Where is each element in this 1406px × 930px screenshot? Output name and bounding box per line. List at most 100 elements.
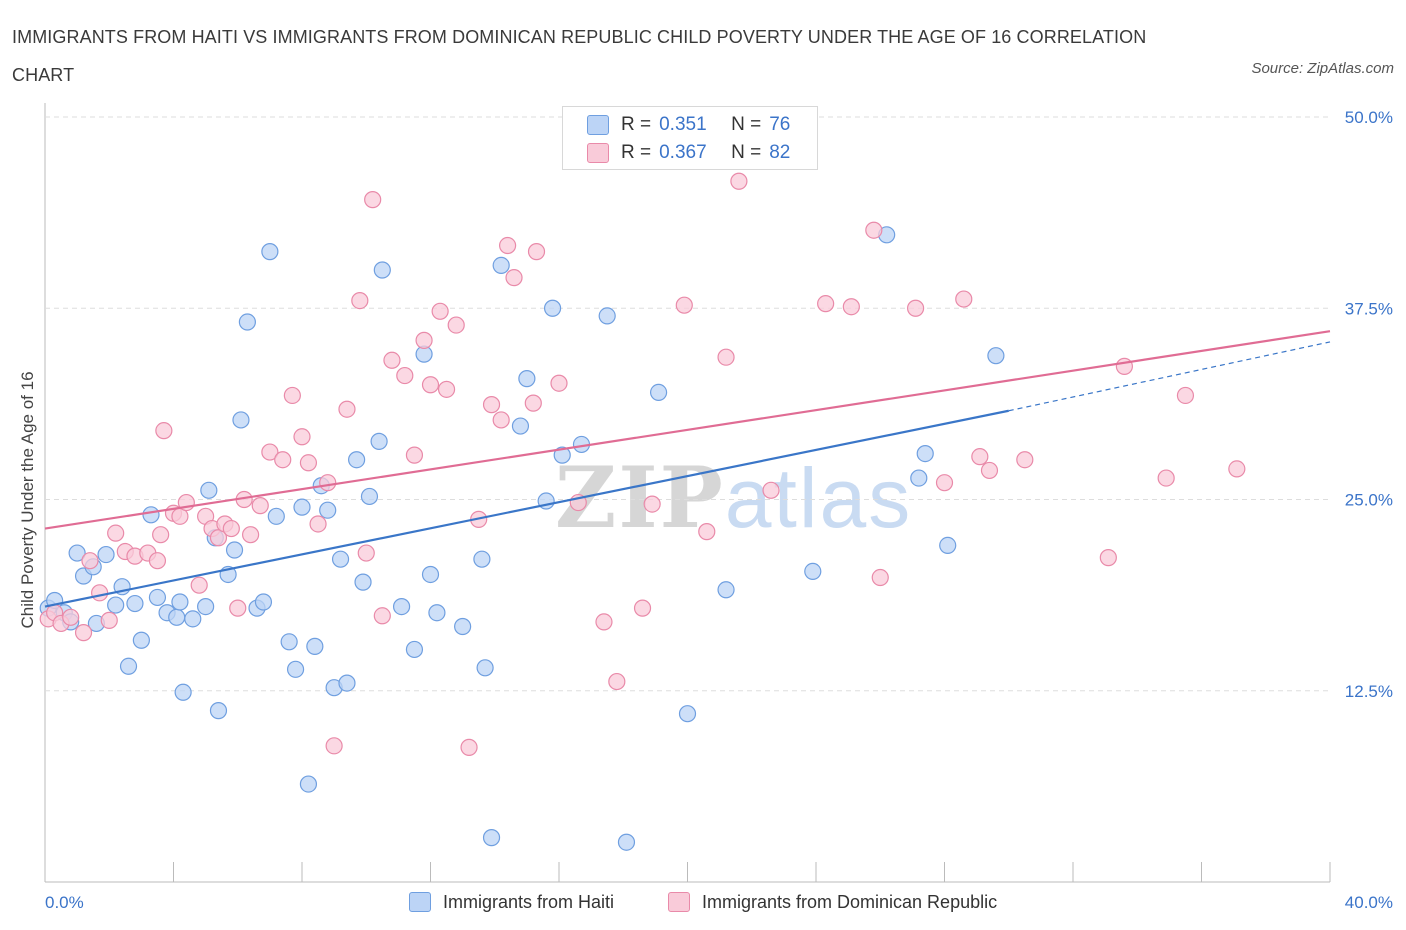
point-haiti	[543, 299, 562, 317]
point-haiti	[238, 313, 256, 331]
point-dominican	[1176, 386, 1195, 405]
legend-n-label: N =	[731, 142, 762, 163]
point-haiti	[518, 370, 536, 388]
point-dominican	[351, 292, 369, 310]
point-haiti	[225, 541, 244, 559]
point-dominican	[906, 299, 925, 317]
point-dominican	[74, 624, 93, 642]
point-haiti	[910, 469, 928, 487]
point-haiti	[598, 307, 616, 325]
point-dominican	[935, 474, 954, 492]
point-dominican	[460, 738, 478, 756]
point-dominican	[482, 396, 501, 414]
point-dominican	[222, 519, 240, 538]
legend-n-label: N =	[731, 114, 762, 135]
point-haiti	[148, 588, 167, 607]
point-dominican	[107, 524, 125, 542]
legend-row-haiti: R = 0.351 N = 76	[587, 112, 790, 138]
point-dominican	[81, 552, 99, 570]
trend-line-haiti	[44, 409, 1009, 608]
x-tick-label: 0.0%	[45, 893, 84, 912]
bottom-legend-dominican: Immigrants from Dominican Republic	[668, 889, 997, 915]
point-haiti	[254, 593, 273, 611]
point-dominican	[1157, 469, 1175, 487]
point-haiti	[476, 659, 494, 677]
point-haiti	[373, 261, 391, 279]
point-dominican	[955, 290, 973, 308]
point-dominican	[100, 611, 118, 629]
point-dominican	[762, 481, 780, 499]
point-dominican	[865, 221, 883, 239]
point-haiti	[717, 581, 735, 599]
point-haiti	[331, 550, 350, 568]
point-dominican	[152, 526, 170, 544]
point-dominican	[1099, 549, 1117, 567]
point-haiti	[454, 617, 472, 636]
legend-n-value: 82	[769, 142, 791, 163]
point-haiti	[804, 562, 822, 581]
point-dominican	[190, 576, 208, 594]
y-tick-label: 50.0%	[1345, 108, 1393, 127]
bottom-legend-haiti: Immigrants from Haiti	[409, 889, 614, 915]
point-dominican	[396, 366, 414, 385]
point-haiti	[338, 674, 356, 692]
legend-r-label: R =	[621, 142, 652, 163]
legend-r-value: 0.367	[659, 142, 707, 163]
point-dominican	[499, 236, 517, 255]
point-haiti	[678, 705, 697, 723]
watermark-atlas: atlas	[724, 451, 913, 545]
point-dominican	[209, 529, 228, 547]
x-tick-label: 40.0%	[1345, 893, 1393, 912]
point-dominican	[1228, 460, 1246, 478]
point-dominican	[338, 400, 356, 418]
point-haiti	[261, 243, 279, 261]
stats-legend: R = 0.351 N = 76 R = 0.367 N = 82	[562, 106, 818, 170]
point-haiti	[132, 631, 150, 649]
point-haiti	[348, 451, 366, 469]
point-dominican	[717, 348, 735, 366]
point-dominican	[251, 497, 269, 515]
point-dominican	[730, 172, 748, 190]
point-haiti	[360, 487, 379, 506]
point-dominican	[550, 374, 568, 392]
point-dominican	[505, 269, 523, 287]
point-haiti	[511, 417, 530, 435]
point-haiti	[107, 596, 125, 614]
point-dominican	[261, 443, 279, 461]
trend-line-dominican	[44, 330, 1331, 530]
point-haiti	[197, 597, 215, 616]
point-haiti	[492, 256, 510, 275]
point-haiti	[392, 597, 411, 616]
legend-swatch-dominican	[587, 143, 609, 163]
point-dominican	[91, 584, 109, 602]
point-haiti	[649, 383, 668, 401]
point-dominican	[299, 454, 318, 472]
point-dominican	[283, 386, 301, 405]
point-dominican	[415, 331, 433, 349]
point-dominican	[309, 515, 327, 533]
point-haiti	[280, 633, 298, 651]
point-haiti	[68, 544, 86, 562]
legend-r-value: 0.351	[659, 114, 707, 135]
y-tick-label: 37.5%	[1345, 299, 1393, 318]
point-dominican	[293, 428, 311, 446]
point-dominican	[842, 298, 860, 316]
bottom-legend-label-dominican: Immigrants from Dominican Republic	[702, 891, 998, 912]
source-label: Source: ZipAtlas.com	[1251, 60, 1394, 77]
point-dominican	[698, 523, 716, 541]
point-haiti	[939, 536, 957, 555]
trend-line-haiti-dashed	[1008, 341, 1331, 412]
point-dominican	[431, 302, 449, 320]
point-haiti	[119, 657, 138, 675]
point-haiti	[553, 446, 571, 464]
point-dominican	[373, 607, 391, 625]
bottom-legend-swatch-haiti	[409, 892, 431, 912]
point-haiti	[267, 507, 285, 525]
point-haiti	[405, 640, 424, 659]
point-dominican	[364, 191, 382, 209]
point-dominican	[421, 376, 440, 394]
legend-row-dominican: R = 0.367 N = 82	[587, 140, 790, 166]
point-dominican	[980, 461, 999, 480]
point-haiti	[171, 593, 189, 611]
